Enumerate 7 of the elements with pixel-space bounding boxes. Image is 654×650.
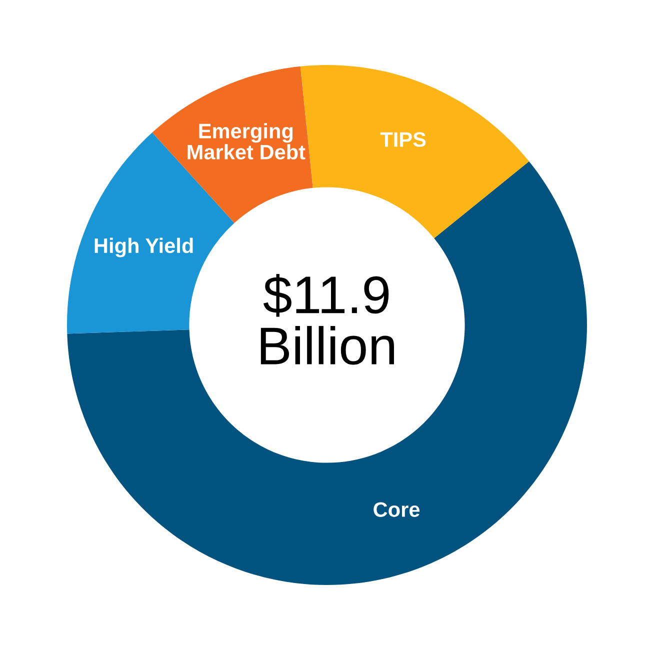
- slice-label: High Yield: [94, 238, 193, 258]
- slice-label: Core: [374, 502, 420, 517]
- slice-label: Emerging Market Debt: [188, 123, 306, 160]
- donut-slice: [67, 161, 587, 585]
- text: $11.9 Billion: [260, 274, 394, 365]
- slice-label: TIPS: [380, 132, 426, 147]
- donut-slice: [152, 66, 313, 223]
